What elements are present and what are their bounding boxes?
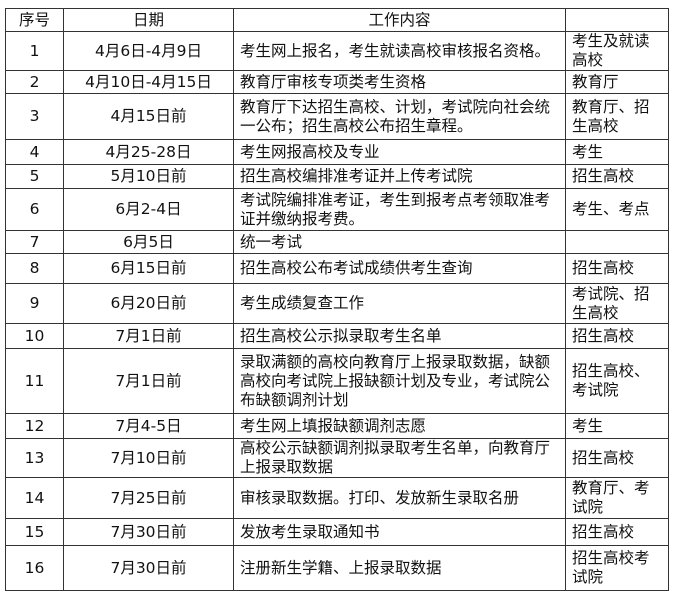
- table-cell: 6月2-4日: [63, 188, 234, 231]
- table-cell: 招生高校: [565, 164, 669, 189]
- table-cell: 7月30日前: [63, 545, 234, 591]
- table-cell: 招生高校: [565, 518, 669, 546]
- table-cell: 录取满额的高校向教育厅上报录取数据，缺额高校向考试院上报缺额计划及专业，考试院公…: [233, 348, 566, 414]
- table-cell: 教育厅、招生高校: [565, 93, 669, 140]
- table-cell: 审核录取数据。打印、发放新生录取名册: [233, 477, 566, 519]
- table-cell: 6月20日前: [63, 283, 234, 324]
- table-cell: 7月25日前: [63, 477, 234, 519]
- table-cell: 考试院、招生高校: [565, 283, 669, 324]
- table-row: 16 7月30日前 注册新生学籍、上报录取数据 招生高校考试院: [5, 545, 669, 591]
- header-cell: 工作内容: [233, 8, 566, 32]
- header-cell: [565, 8, 669, 32]
- table-cell: 考生及就读高校: [565, 31, 669, 71]
- table-cell: 4: [5, 139, 64, 165]
- table-cell: 7月30日前: [63, 518, 234, 546]
- table-cell: 考生: [565, 139, 669, 165]
- table-cell: 考生网上报名，考生就读高校审核报名资格。: [233, 31, 566, 71]
- table-cell: 6月15日前: [63, 253, 234, 284]
- table-cell: 招生高校: [565, 323, 669, 349]
- table-row: 4 4月25-28日 考生网报高校及专业 考生: [5, 139, 669, 165]
- table-row: 3 4月15日前 教育厅下达招生高校、计划，考试院向社会统一公布；招生高校公布招生章…: [5, 93, 669, 140]
- table-cell: 统一考试: [233, 230, 566, 254]
- table-row: 9 6月20日前 考生成绩复查工作 考试院、招生高校: [5, 283, 669, 324]
- header-row: 序号 日期 工作内容: [5, 8, 669, 32]
- table-cell: 7月4-5日: [63, 413, 234, 439]
- table-row: 1 4月6日-4月9日 考生网上报名，考生就读高校审核报名资格。 考生及就读高校: [5, 31, 669, 71]
- table-cell: 4月15日前: [63, 93, 234, 140]
- table-cell: 4月10日-4月15日: [63, 70, 234, 94]
- table-cell: 教育厅: [565, 70, 669, 94]
- table-cell: 发放考生录取通知书: [233, 518, 566, 546]
- table-cell: 13: [5, 438, 64, 478]
- table-row: 7 6月5日 统一考试: [5, 230, 669, 254]
- table-cell: 6: [5, 188, 64, 231]
- table-cell: 考生成绩复查工作: [233, 283, 566, 324]
- table-cell: 考生、考点: [565, 188, 669, 231]
- header-cell: 日期: [63, 8, 234, 32]
- table-cell: 5: [5, 164, 64, 189]
- table-cell: 3: [5, 93, 64, 140]
- table-cell: 高校公示缺额调剂拟录取考生名单，向教育厅上报录取数据: [233, 438, 566, 478]
- table-cell: 考生网报高校及专业: [233, 139, 566, 165]
- table-cell: 1: [5, 31, 64, 71]
- table-cell: 招生高校: [565, 438, 669, 478]
- table-cell: 7: [5, 230, 64, 254]
- table-cell: 2: [5, 70, 64, 94]
- table-cell: 8: [5, 253, 64, 284]
- table-cell: 7月1日前: [63, 348, 234, 414]
- table-cell: 7月10日前: [63, 438, 234, 478]
- table-cell: 4月25-28日: [63, 139, 234, 165]
- table-row: 14 7月25日前 审核录取数据。打印、发放新生录取名册 教育厅、考试院: [5, 477, 669, 519]
- header-cell: 序号: [5, 8, 64, 32]
- table-body: 1 4月6日-4月9日 考生网上报名，考生就读高校审核报名资格。 考生及就读高校 2 4月…: [5, 31, 669, 591]
- table-cell: 5月10日前: [63, 164, 234, 189]
- table-row: 11 7月1日前 录取满额的高校向教育厅上报录取数据，缺额高校向考试院上报缺额计划及…: [5, 348, 669, 414]
- table-cell: 招生高校公布考试成绩供考生查询: [233, 253, 566, 284]
- table-row: 10 7月1日前 招生高校公示拟录取考生名单 招生高校: [5, 323, 669, 349]
- table-cell: 招生高校、考试院: [565, 348, 669, 414]
- table-cell: 16: [5, 545, 64, 591]
- table-cell: 注册新生学籍、上报录取数据: [233, 545, 566, 591]
- table-cell: 6月5日: [63, 230, 234, 254]
- table-cell: 7月1日前: [63, 323, 234, 349]
- table-cell: 考生: [565, 413, 669, 439]
- table-cell: 教育厅下达招生高校、计划，考试院向社会统一公布；招生高校公布招生章程。: [233, 93, 566, 140]
- table-cell: 4月6日-4月9日: [63, 31, 234, 71]
- table-row: 5 5月10日前 招生高校编排准考证并上传考试院 招生高校: [5, 164, 669, 189]
- table-row: 6 6月2-4日 考试院编排准考证，考生到报考点考领取准考证并缴纳报考费。 考生、考点: [5, 188, 669, 231]
- table-cell: 14: [5, 477, 64, 519]
- table-row: 8 6月15日前 招生高校公布考试成绩供考生查询 招生高校: [5, 253, 669, 284]
- table-row: 12 7月4-5日 考生网上填报缺额调剂志愿 考生: [5, 413, 669, 439]
- table-cell: 教育厅审核专项类考生资格: [233, 70, 566, 94]
- table-cell: 考试院编排准考证，考生到报考点考领取准考证并缴纳报考费。: [233, 188, 566, 231]
- table-row: 15 7月30日前 发放考生录取通知书 招生高校: [5, 518, 669, 546]
- table-cell: [565, 230, 669, 254]
- table-cell: 招生高校考试院: [565, 545, 669, 591]
- table-row: 13 7月10日前 高校公示缺额调剂拟录取考生名单，向教育厅上报录取数据 招生高校: [5, 438, 669, 478]
- table-cell: 教育厅、考试院: [565, 477, 669, 519]
- table-row: 2 4月10日-4月15日 教育厅审核专项类考生资格 教育厅: [5, 70, 669, 94]
- table-cell: 15: [5, 518, 64, 546]
- table-cell: 9: [5, 283, 64, 324]
- table-cell: 考生网上填报缺额调剂志愿: [233, 413, 566, 439]
- table-cell: 招生高校编排准考证并上传考试院: [233, 164, 566, 189]
- table-cell: 招生高校公示拟录取考生名单: [233, 323, 566, 349]
- table-cell: 10: [5, 323, 64, 349]
- table-cell: 11: [5, 348, 64, 414]
- schedule-table: 序号 日期 工作内容 1 4月6日-4月9日 考生网上报名，考生就读高校审核报名资格…: [5, 8, 669, 591]
- table-cell: 招生高校: [565, 253, 669, 284]
- table-cell: 12: [5, 413, 64, 439]
